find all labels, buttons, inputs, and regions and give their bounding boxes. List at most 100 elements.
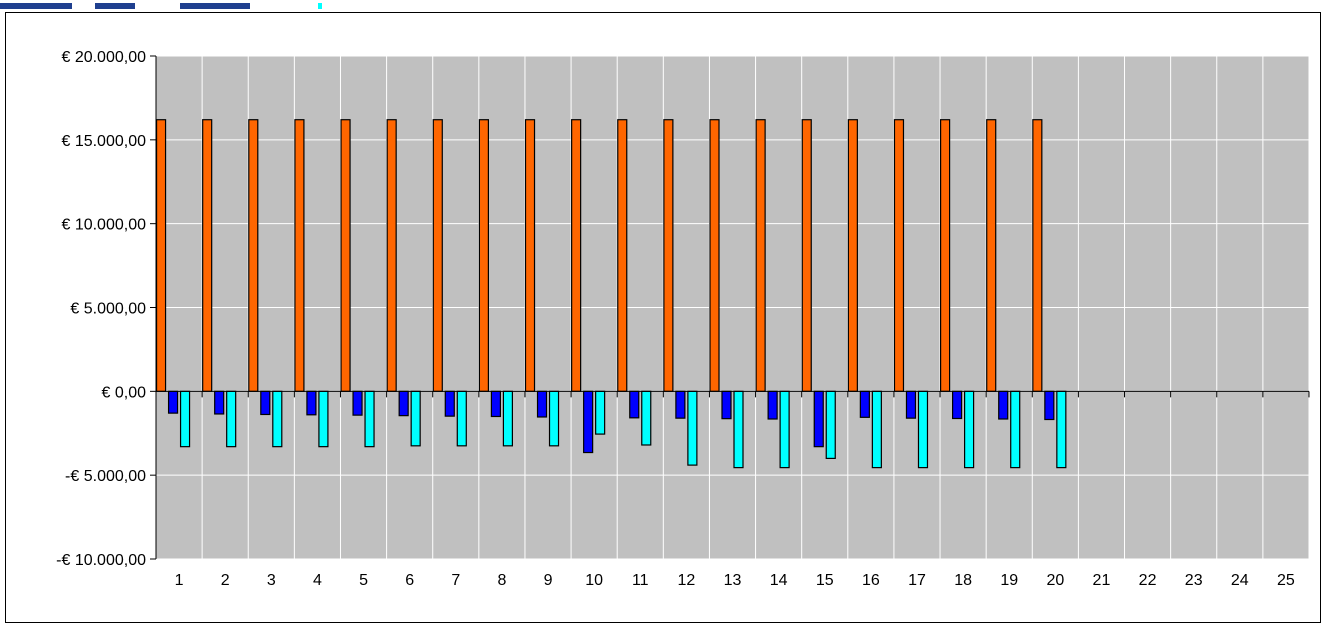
bar-s3-c15 xyxy=(825,390,836,460)
bar-s3-c11 xyxy=(641,390,652,446)
x-tick-label-22: 22 xyxy=(1139,572,1157,589)
x-tick-label-25: 25 xyxy=(1277,572,1295,589)
bar-s3-c6 xyxy=(410,390,421,447)
x-tick-label-13: 13 xyxy=(724,572,742,589)
x-tick-label-5: 5 xyxy=(359,572,368,589)
bar-s3-c19 xyxy=(1010,390,1021,469)
x-tick-label-11: 11 xyxy=(632,572,649,589)
bar-s1-c3 xyxy=(248,119,259,392)
strip-segment-3 xyxy=(180,3,250,9)
bar-s3-c8 xyxy=(502,390,513,447)
x-tick-label-16: 16 xyxy=(862,572,880,589)
y-tick-label-4: € 10.000,00 xyxy=(61,217,146,234)
bar-s2-c1 xyxy=(167,390,179,414)
bars xyxy=(155,119,1067,469)
cropped-top-strip-graphic xyxy=(0,3,322,9)
bar-s1-c12 xyxy=(663,119,674,392)
bar-s1-c19 xyxy=(986,119,997,392)
bar-s2-c18 xyxy=(951,390,963,420)
bar-s2-c16 xyxy=(859,390,870,418)
axes xyxy=(150,55,1310,560)
bar-s2-c6 xyxy=(398,390,409,417)
bar-s3-c4 xyxy=(318,390,329,448)
x-tick-label-8: 8 xyxy=(497,572,506,589)
bar-s2-c10 xyxy=(583,390,594,454)
bar-s3-c13 xyxy=(733,390,744,469)
bar-s2-c7 xyxy=(444,390,455,417)
x-tick-label-3: 3 xyxy=(267,572,276,589)
y-tick-label-0: -€ 10.000,00 xyxy=(56,552,146,569)
bar-s2-c12 xyxy=(675,390,686,419)
y-tick-label-3: € 5.000,00 xyxy=(70,301,146,318)
x-tick-label-24: 24 xyxy=(1231,572,1249,589)
x-tick-label-9: 9 xyxy=(544,572,553,589)
bar-s1-c4 xyxy=(294,119,305,392)
bar-s2-c14 xyxy=(767,390,778,420)
bar-s3-c16 xyxy=(871,390,882,469)
bar-s3-c14 xyxy=(779,390,790,469)
x-tick-label-1: 1 xyxy=(175,572,184,589)
bar-s1-c17 xyxy=(893,119,905,392)
x-tick-label-17: 17 xyxy=(908,572,926,589)
bar-s3-c9 xyxy=(548,390,560,447)
y-tick-label-5: € 15.000,00 xyxy=(61,133,146,150)
x-tick-label-12: 12 xyxy=(677,572,695,589)
bar-s1-c6 xyxy=(386,119,397,392)
bar-s3-c2 xyxy=(226,390,237,448)
bar-chart: -€ 10.000,00 -€ 5.000,00 € 0,00 € 5.000,00 €… xyxy=(56,49,1310,589)
bar-s2-c15 xyxy=(813,390,824,448)
bar-s2-c2 xyxy=(214,390,225,415)
x-tick-label-7: 7 xyxy=(451,572,460,589)
x-tick-label-10: 10 xyxy=(585,572,603,589)
bar-s2-c9 xyxy=(536,390,548,418)
cropped-top-strip xyxy=(0,0,340,10)
bar-s2-c4 xyxy=(306,390,317,416)
bar-s1-c18 xyxy=(939,119,951,392)
bar-s1-c10 xyxy=(571,119,582,392)
bar-s2-c17 xyxy=(905,390,917,419)
bar-s3-c3 xyxy=(272,390,283,448)
bar-s2-c11 xyxy=(629,390,640,419)
bar-s1-c13 xyxy=(709,119,720,392)
bar-s1-c8 xyxy=(478,119,489,392)
bar-s1-c11 xyxy=(617,119,628,392)
bar-s1-c5 xyxy=(340,119,351,392)
x-tick-label-6: 6 xyxy=(405,572,414,589)
bar-s2-c13 xyxy=(721,390,732,420)
x-tick-label-19: 19 xyxy=(1000,572,1018,589)
bar-s3-c7 xyxy=(456,390,467,447)
tick-labels: -€ 10.000,00 -€ 5.000,00 € 0,00 € 5.000,00 €… xyxy=(56,49,1295,589)
y-tick-label-1: -€ 5.000,00 xyxy=(65,468,146,485)
bar-s1-c9 xyxy=(524,119,536,392)
bar-s1-c16 xyxy=(847,119,858,392)
strip-segment-1 xyxy=(0,3,72,9)
bar-s2-c19 xyxy=(998,390,1009,420)
x-tick-label-23: 23 xyxy=(1185,572,1203,589)
bar-s3-c10 xyxy=(595,390,606,435)
bar-s2-c5 xyxy=(352,390,363,416)
bar-s3-c17 xyxy=(917,390,929,469)
strip-segment-2 xyxy=(95,3,135,9)
strip-segment-4 xyxy=(318,3,322,9)
bar-s3-c20 xyxy=(1056,390,1067,469)
bar-s1-c14 xyxy=(755,119,766,392)
x-tick-label-4: 4 xyxy=(313,572,322,589)
y-tick-label-2: € 0,00 xyxy=(102,384,147,401)
x-tick-label-21: 21 xyxy=(1093,572,1111,589)
bar-s3-c5 xyxy=(364,390,375,448)
chart-frame: -€ 10.000,00 -€ 5.000,00 € 0,00 € 5.000,00 €… xyxy=(5,12,1321,623)
bar-s2-c20 xyxy=(1044,390,1055,421)
x-tick-label-2: 2 xyxy=(221,572,230,589)
bar-s1-c20 xyxy=(1032,119,1043,392)
bar-s3-c12 xyxy=(687,390,698,466)
bar-s2-c8 xyxy=(490,390,501,418)
bar-s3-c18 xyxy=(963,390,975,469)
x-tick-label-18: 18 xyxy=(954,572,972,589)
y-tick-label-6: € 20.000,00 xyxy=(61,49,146,66)
bar-s1-c1 xyxy=(155,119,167,392)
bar-s2-c3 xyxy=(260,390,271,416)
x-tick-label-14: 14 xyxy=(770,572,788,589)
bar-s1-c2 xyxy=(202,119,213,392)
x-tick-label-15: 15 xyxy=(816,572,834,589)
bar-s1-c7 xyxy=(432,119,443,392)
